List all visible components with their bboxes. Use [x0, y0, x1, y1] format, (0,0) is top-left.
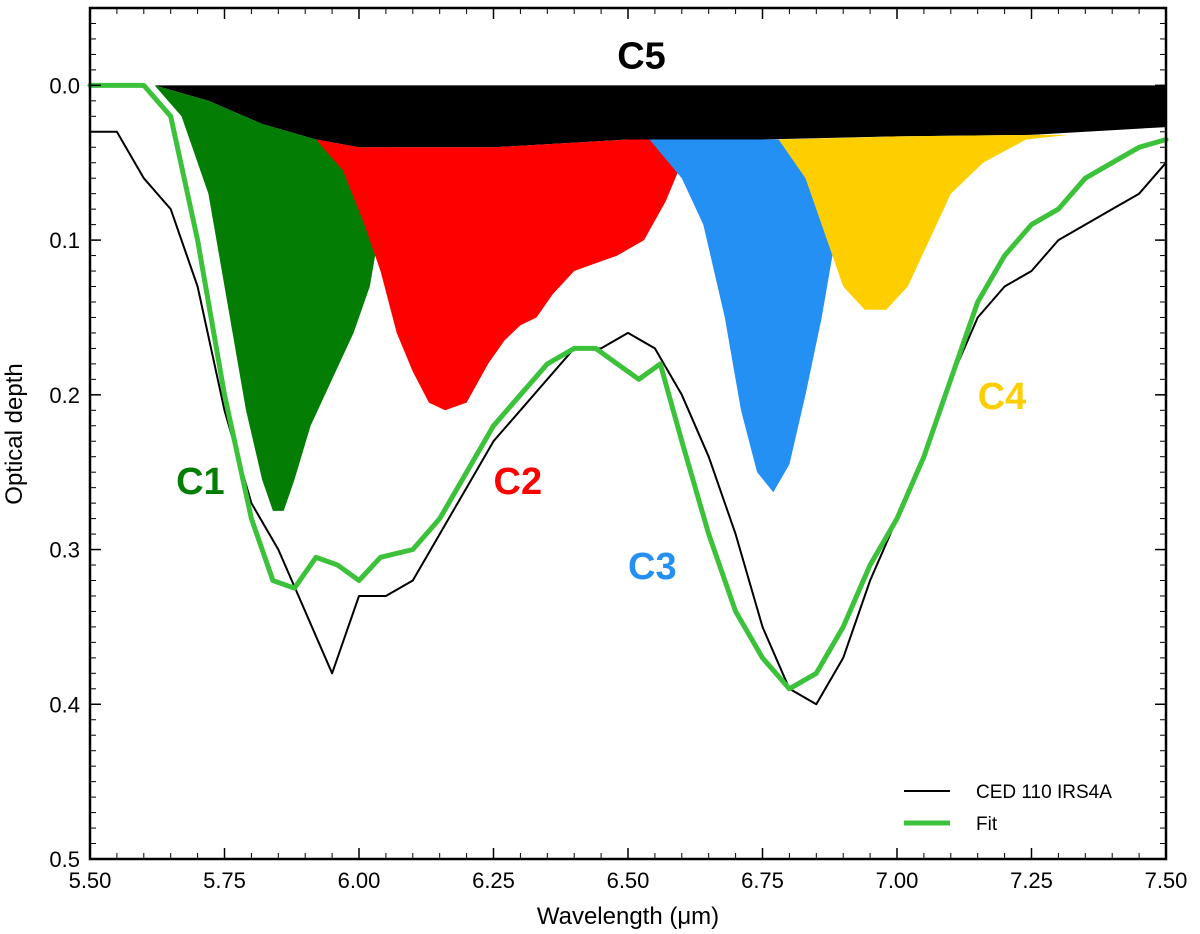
- y-tick-label: 0.3: [49, 538, 80, 563]
- y-tick-label: 0.4: [49, 692, 80, 717]
- component-label-c1: C1: [176, 461, 225, 503]
- x-tick-label: 6.25: [472, 868, 515, 893]
- component-area-c3: [649, 139, 838, 493]
- component-area-c4: [778, 134, 1070, 310]
- observed-spectrum-line: [89, 130, 1167, 706]
- x-tick-label: 7.50: [1145, 868, 1188, 893]
- y-tick-label: 0.0: [49, 73, 80, 98]
- legend: CED 110 IRS4A Fit: [904, 782, 1112, 835]
- x-tick-label: 5.50: [69, 868, 112, 893]
- data-series: [87, 82, 1169, 706]
- component-label-c2: C2: [494, 461, 543, 503]
- x-tick-label: 6.50: [607, 868, 650, 893]
- component-label-c4: C4: [978, 376, 1027, 418]
- y-tick-label: 0.1: [49, 228, 80, 253]
- legend-label: CED 110 IRS4A: [976, 782, 1112, 803]
- axes: 5.50 5.75 6.00 6.25 6.50 6.75 7.00 7.25 7.50 0.0 0…: [49, 6, 1188, 893]
- y-tick-label: 0.5: [49, 847, 80, 872]
- component-label-c5: C5: [617, 35, 666, 77]
- legend-label: Fit: [976, 814, 998, 835]
- y-tick-label: 0.2: [49, 383, 80, 408]
- x-axis-title: Wavelength (μm): [537, 903, 719, 930]
- x-tick-label: 5.75: [203, 868, 246, 893]
- y-axis-title: Optical depth: [1, 363, 28, 504]
- component-label-c3: C3: [628, 546, 677, 588]
- component-areas: [90, 85, 1166, 511]
- component-area-c2: [316, 139, 682, 411]
- x-tick-label: 6.00: [338, 868, 381, 893]
- component-area-c1: [154, 85, 392, 511]
- component-area-c5: [90, 85, 1166, 148]
- x-tick-label: 7.25: [1010, 868, 1053, 893]
- component-labels: C5 C1 C2 C3 C4: [176, 35, 1026, 588]
- fit-line: [87, 82, 1169, 692]
- x-tick-label: 6.75: [741, 868, 784, 893]
- x-tick-label: 7.00: [876, 868, 919, 893]
